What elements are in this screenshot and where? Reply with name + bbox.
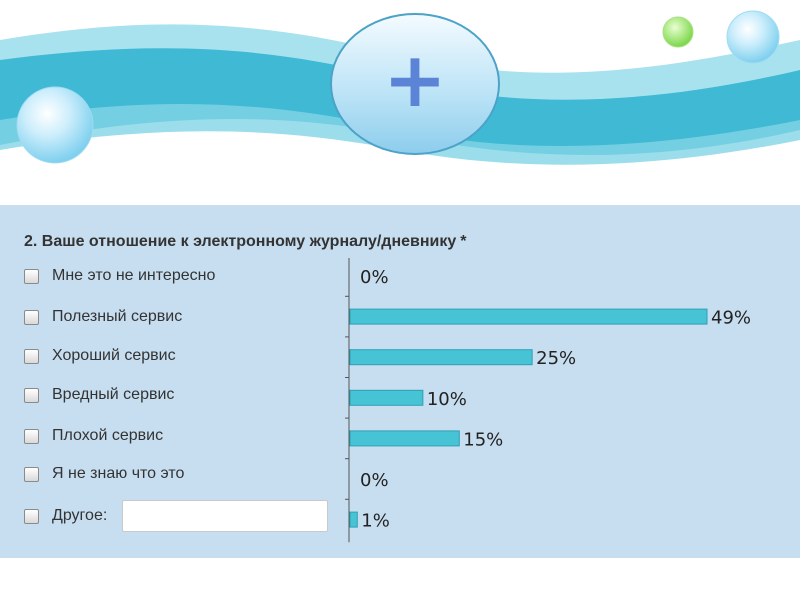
option-checkbox[interactable]: [24, 387, 39, 403]
chart-bar: [349, 511, 358, 528]
other-text-field[interactable]: [122, 500, 328, 532]
plus-button-bg: [330, 13, 500, 155]
question-text: 2. Ваше отношение к электронному журналу…: [24, 233, 457, 250]
option-checkbox[interactable]: [24, 268, 39, 284]
option-row[interactable]: Я не знаю что это: [24, 464, 184, 484]
option-row[interactable]: Другое:: [24, 506, 107, 526]
option-label: Плохой сервис: [52, 427, 164, 444]
option-label: Другое:: [52, 507, 108, 524]
bar-value-label: 0%: [360, 470, 389, 491]
bar-value-label: 15%: [463, 429, 503, 450]
option-row[interactable]: Полезный сервис: [24, 307, 182, 327]
chart-bar: [349, 430, 460, 447]
option-label: Я не знаю что это: [52, 465, 185, 482]
option-row[interactable]: Плохой сервис: [24, 426, 163, 446]
bar-value-label: 1%: [361, 511, 390, 532]
bubble-green: [662, 16, 694, 48]
plus-icon: +: [383, 35, 447, 124]
option-label: Полезный сервис: [52, 308, 183, 325]
option-checkbox[interactable]: [24, 428, 39, 444]
survey-panel: [0, 205, 800, 558]
option-row[interactable]: Вредный сервис: [24, 385, 174, 405]
option-row[interactable]: Хороший сервис: [24, 346, 176, 366]
required-mark: *: [460, 233, 467, 250]
bar-value-label: 25%: [536, 348, 576, 369]
bubble-left: [16, 86, 94, 164]
option-label: Мне это не интересно: [52, 267, 216, 284]
question-title: 2. Ваше отношение к электронному журналу…: [24, 233, 467, 251]
decorative-header: +: [0, 10, 800, 165]
option-checkbox[interactable]: [24, 508, 39, 524]
option-label: Вредный сервис: [52, 386, 175, 403]
option-row[interactable]: Мне это не интересно: [24, 266, 215, 286]
bar-value-label: 10%: [427, 389, 467, 410]
chart-bar: [349, 308, 708, 325]
bubble-right: [726, 10, 780, 64]
option-checkbox[interactable]: [24, 348, 39, 364]
chart-bar: [349, 349, 533, 366]
chart-bar: [349, 389, 424, 406]
bar-value-label: 49%: [711, 308, 751, 329]
option-label: Хороший сервис: [52, 347, 176, 364]
option-checkbox[interactable]: [24, 309, 39, 325]
bar-value-label: 0%: [360, 267, 389, 288]
option-checkbox[interactable]: [24, 466, 39, 482]
results-chart: 0% 49% 25% 10% 15% 0% 1%: [345, 258, 751, 543]
